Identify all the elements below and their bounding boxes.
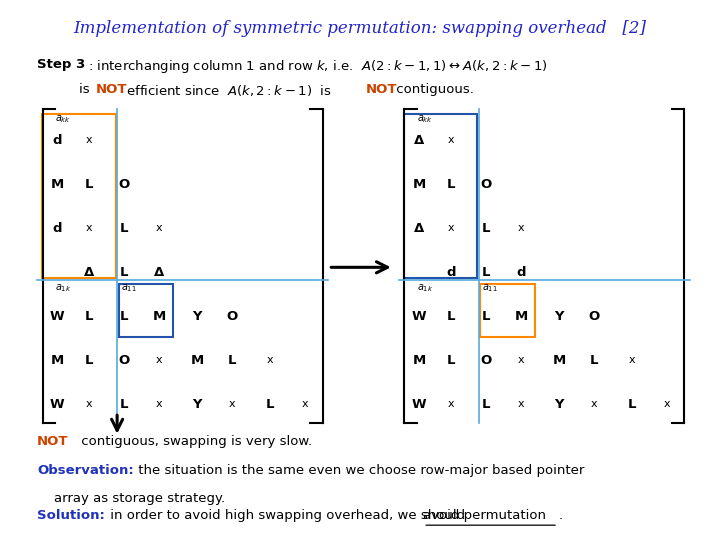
Text: W: W bbox=[412, 398, 426, 411]
Text: Δ: Δ bbox=[84, 266, 94, 279]
Text: x: x bbox=[448, 399, 454, 409]
Text: W: W bbox=[412, 310, 426, 323]
Text: $a_{kk}$: $a_{kk}$ bbox=[417, 113, 433, 125]
Text: O: O bbox=[119, 178, 130, 191]
Text: O: O bbox=[588, 310, 600, 323]
Text: .: . bbox=[559, 509, 563, 522]
Bar bbox=[404, 114, 477, 278]
Text: O: O bbox=[480, 178, 492, 191]
Text: W: W bbox=[50, 310, 65, 323]
Text: L: L bbox=[266, 398, 274, 411]
Text: L: L bbox=[447, 310, 455, 323]
Text: d: d bbox=[446, 266, 456, 279]
Text: W: W bbox=[50, 398, 65, 411]
Text: $a_{kk}$: $a_{kk}$ bbox=[55, 113, 71, 125]
Text: M: M bbox=[413, 178, 426, 191]
Text: L: L bbox=[120, 310, 129, 323]
Text: M: M bbox=[552, 354, 565, 367]
Text: L: L bbox=[85, 354, 94, 367]
Text: d: d bbox=[53, 222, 62, 235]
Text: : interchanging column 1 and row $k$, i.e.  $A(2:k-1,1)\leftrightarrow A(k,2:k-1: : interchanging column 1 and row $k$, i.… bbox=[88, 58, 547, 75]
Text: in order to avoid high swapping overhead, we should: in order to avoid high swapping overhead… bbox=[106, 509, 469, 522]
Text: x: x bbox=[267, 355, 274, 365]
Text: M: M bbox=[514, 310, 528, 323]
Text: x: x bbox=[302, 399, 308, 409]
Text: x: x bbox=[590, 399, 597, 409]
Text: x: x bbox=[518, 223, 524, 233]
Text: x: x bbox=[518, 399, 524, 409]
Text: Δ: Δ bbox=[154, 266, 164, 279]
Text: Y: Y bbox=[554, 310, 564, 323]
Text: is: is bbox=[79, 83, 94, 96]
Text: x: x bbox=[663, 399, 670, 409]
Text: d: d bbox=[516, 266, 526, 279]
Bar bbox=[42, 114, 116, 278]
Text: efficient since  $A(k,2:k-1)$  is: efficient since $A(k,2:k-1)$ is bbox=[122, 83, 333, 98]
Text: M: M bbox=[153, 310, 166, 323]
Text: the situation is the same even we choose row-major based pointer: the situation is the same even we choose… bbox=[134, 464, 584, 477]
Text: NOT: NOT bbox=[37, 435, 68, 448]
Text: contiguous.: contiguous. bbox=[392, 83, 474, 96]
Text: Δ: Δ bbox=[414, 134, 424, 147]
Text: d: d bbox=[53, 134, 62, 147]
Text: Y: Y bbox=[192, 398, 202, 411]
Text: M: M bbox=[50, 178, 64, 191]
Text: x: x bbox=[518, 355, 524, 365]
Text: array as storage strategy.: array as storage strategy. bbox=[37, 492, 225, 505]
Text: L: L bbox=[447, 354, 455, 367]
Text: NOT: NOT bbox=[366, 83, 397, 96]
Text: L: L bbox=[85, 178, 94, 191]
Text: O: O bbox=[227, 310, 238, 323]
Text: x: x bbox=[448, 135, 454, 145]
Text: x: x bbox=[629, 355, 635, 365]
Text: L: L bbox=[120, 222, 129, 235]
Text: x: x bbox=[229, 399, 235, 409]
Text: $a_{1k}$: $a_{1k}$ bbox=[55, 282, 72, 294]
Text: L: L bbox=[590, 354, 598, 367]
Text: Observation:: Observation: bbox=[37, 464, 134, 477]
Text: Y: Y bbox=[192, 310, 202, 323]
Text: L: L bbox=[482, 398, 490, 411]
Text: M: M bbox=[191, 354, 204, 367]
Text: O: O bbox=[480, 354, 492, 367]
Text: L: L bbox=[447, 178, 455, 191]
Text: Δ: Δ bbox=[414, 222, 424, 235]
Text: Implementation of symmetric permutation: swapping overhead   [2]: Implementation of symmetric permutation:… bbox=[73, 20, 647, 37]
Text: L: L bbox=[120, 398, 129, 411]
Text: L: L bbox=[628, 398, 636, 411]
Bar bbox=[480, 284, 535, 336]
Text: M: M bbox=[413, 354, 426, 367]
Text: Y: Y bbox=[554, 398, 564, 411]
Text: Step 3: Step 3 bbox=[37, 58, 85, 71]
Text: O: O bbox=[119, 354, 130, 367]
Text: Solution:: Solution: bbox=[37, 509, 105, 522]
Text: $a_{11}$: $a_{11}$ bbox=[482, 282, 498, 294]
Text: contiguous, swapping is very slow.: contiguous, swapping is very slow. bbox=[77, 435, 312, 448]
Text: $a_{1k}$: $a_{1k}$ bbox=[417, 282, 433, 294]
Text: NOT: NOT bbox=[96, 83, 127, 96]
Text: M: M bbox=[50, 354, 64, 367]
Text: x: x bbox=[156, 399, 163, 409]
Text: L: L bbox=[482, 222, 490, 235]
Text: L: L bbox=[482, 266, 490, 279]
Text: avoid permutation: avoid permutation bbox=[423, 509, 546, 522]
Text: $a_{11}$: $a_{11}$ bbox=[121, 282, 137, 294]
Bar bbox=[119, 284, 174, 336]
Text: x: x bbox=[86, 223, 93, 233]
Text: L: L bbox=[482, 310, 490, 323]
Text: x: x bbox=[86, 135, 93, 145]
Text: L: L bbox=[85, 310, 94, 323]
Text: L: L bbox=[120, 266, 129, 279]
Text: x: x bbox=[448, 223, 454, 233]
Text: x: x bbox=[156, 223, 163, 233]
Text: x: x bbox=[156, 355, 163, 365]
Text: L: L bbox=[228, 354, 236, 367]
Text: x: x bbox=[86, 399, 93, 409]
